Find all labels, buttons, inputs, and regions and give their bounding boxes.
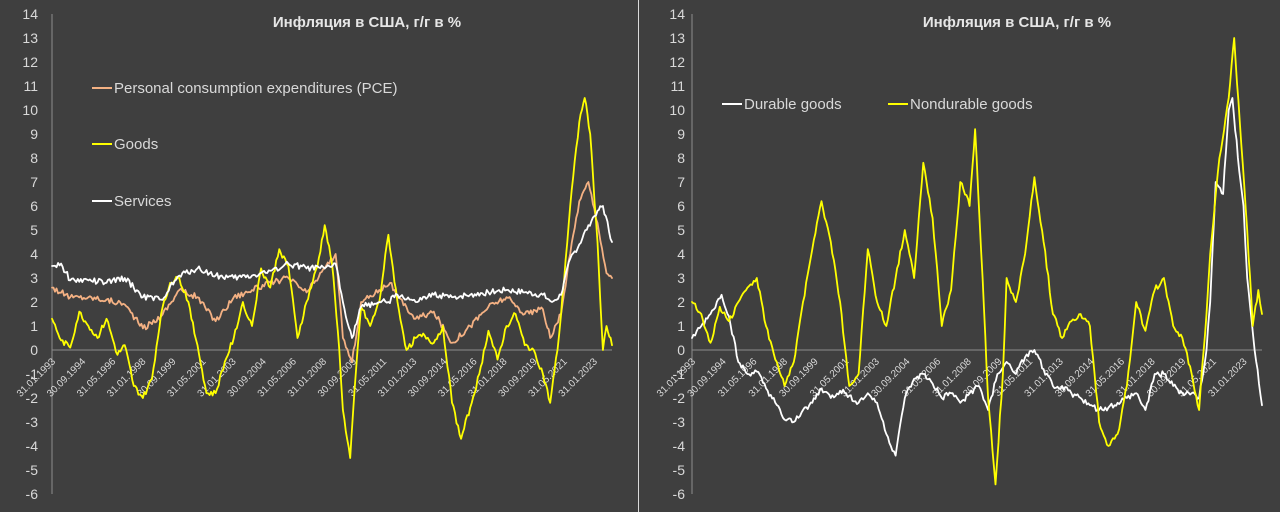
y-tick-label: 13	[669, 30, 685, 46]
legend-label-durable-goods: Durable goods	[744, 96, 842, 113]
left-chart-legend: Personal consumption expenditures (PCE) …	[92, 80, 397, 210]
legend-item-pce: Personal consumption expenditures (PCE)	[92, 80, 397, 97]
left-chart-title: Инфляция в США, г/г в %	[273, 14, 461, 31]
y-tick-label: 2	[677, 294, 685, 310]
legend-label-nondurable-goods: Nondurable goods	[910, 96, 1033, 113]
legend-item-services: Services	[92, 193, 172, 210]
y-tick-label: 12	[22, 54, 38, 70]
legend-label-pce: Personal consumption expenditures (PCE)	[114, 80, 397, 97]
y-tick-label: 6	[677, 198, 685, 214]
y-tick-label: -3	[673, 414, 686, 430]
y-tick-label: 7	[30, 174, 38, 190]
y-tick-label: -3	[26, 414, 39, 430]
y-tick-label: 9	[677, 126, 685, 142]
y-tick-label: 4	[30, 246, 38, 262]
y-tick-label: -4	[673, 438, 686, 454]
y-tick-label: 13	[22, 30, 38, 46]
y-tick-label: 12	[669, 54, 685, 70]
y-tick-label: 3	[30, 270, 38, 286]
legend-label-services: Services	[114, 193, 172, 210]
y-tick-label: -1	[673, 366, 686, 382]
y-tick-label: -1	[26, 366, 39, 382]
y-tick-label: -5	[673, 462, 686, 478]
y-tick-label: 0	[30, 342, 38, 358]
y-tick-label: 11	[23, 78, 38, 94]
y-tick-label: 0	[677, 342, 685, 358]
y-tick-label: 6	[30, 198, 38, 214]
right-chart-title: Инфляция в США, г/г в %	[923, 14, 1111, 31]
y-tick-label: -6	[26, 486, 39, 502]
y-tick-label: 5	[30, 222, 38, 238]
y-tick-label: 14	[22, 6, 38, 22]
y-tick-label: 1	[30, 318, 38, 334]
y-tick-label: -5	[26, 462, 39, 478]
y-tick-label: -2	[673, 390, 686, 406]
y-tick-label: -2	[26, 390, 39, 406]
series-line-personal-consumption-expenditures-pce	[51, 181, 613, 363]
legend-item-nondurable-goods: Nondurable goods	[888, 96, 1033, 113]
y-tick-label: 4	[677, 246, 685, 262]
y-tick-label: 5	[677, 222, 685, 238]
series-line-services	[51, 205, 613, 339]
y-tick-label: -6	[673, 486, 686, 502]
y-tick-label: 9	[30, 126, 38, 142]
series-line-nondurable-goods	[691, 37, 1263, 486]
y-tick-label: 3	[677, 270, 685, 286]
series-line-goods	[51, 97, 613, 459]
y-tick-label: -4	[26, 438, 39, 454]
series-line-durable-goods	[691, 97, 1263, 457]
legend-item-durable-goods: Durable goods	[722, 96, 842, 113]
right-chart-series	[691, 37, 1263, 486]
y-tick-label: 10	[22, 102, 38, 118]
right-chart-legend: Durable goods Nondurable goods	[722, 96, 1033, 113]
legend-item-goods: Goods	[92, 136, 158, 153]
y-tick-label: 1	[677, 318, 685, 334]
y-tick-label: 11	[670, 78, 685, 94]
y-tick-label: 10	[669, 102, 685, 118]
y-tick-label: 7	[677, 174, 685, 190]
left-chart-series	[51, 97, 613, 459]
y-tick-label: 8	[677, 150, 685, 166]
legend-label-goods: Goods	[114, 136, 158, 153]
y-tick-label: 8	[30, 150, 38, 166]
y-tick-label: 14	[669, 6, 685, 22]
y-tick-label: 2	[30, 294, 38, 310]
